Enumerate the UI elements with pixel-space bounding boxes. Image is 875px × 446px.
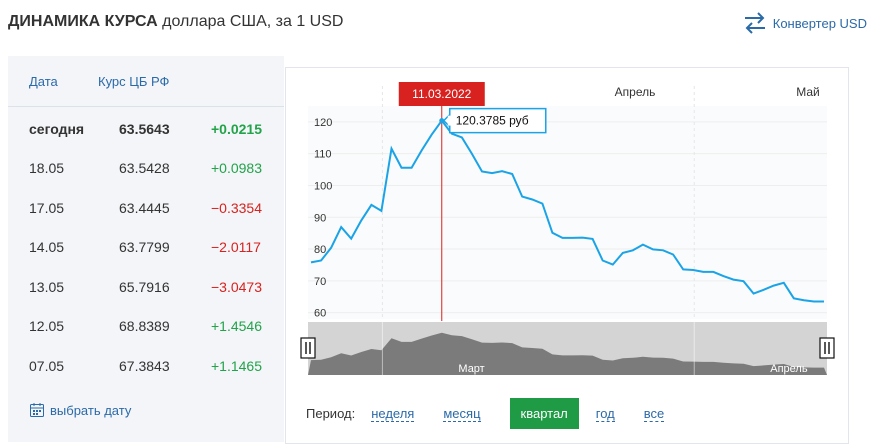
row-rate: 63.7799 [119,239,170,256]
navigator-month-label: Апрель [770,363,808,375]
y-tick-label: 70 [314,276,326,288]
row-change: +1.1465 [211,357,262,374]
row-rate: 63.5428 [119,160,170,177]
table-row: 13.05 65.7916 −3.0473 [8,267,284,307]
period-option-2[interactable]: квартал [509,398,579,429]
pick-date-link[interactable]: выбрать дату [29,402,131,418]
plot-area [308,106,827,319]
table-row: 17.05 63.4445 −0.3354 [8,188,284,228]
date-label-text: 11.03.2022 [412,87,471,101]
row-date: сегодня [29,120,85,137]
rate-chart: 60708090100110120тАпрельМайМартАпрельМай… [300,82,835,375]
pick-date-label: выбрать дату [50,402,132,418]
table-header: Дата Курс ЦБ РФ [8,56,284,107]
chart-panel: 60708090100110120тАпрельМайМартАпрельМай… [285,67,849,444]
period-option-0[interactable]: неделя [371,405,415,422]
calendar-icon [30,403,44,417]
row-change: +1.4546 [211,318,262,335]
row-change: −0.3354 [211,199,262,216]
row-date: 18.05 [29,160,65,177]
page-title: ДИНАМИКА КУРСА [8,13,158,30]
y-tick-label: 60 [314,308,326,320]
converter-label: Конвертер USD [772,15,867,31]
marker-point [439,118,445,124]
column-header-date: Дата [29,73,58,89]
converter-link[interactable]: Конвертер USD [743,12,867,34]
period-option-4[interactable]: все [643,405,665,422]
y-tick-label: 120 [314,117,332,129]
period-selector: Период: неделя месяц квартал год все [306,398,693,429]
row-rate: 67.3843 [119,357,170,374]
navigator-month-label: Март [458,363,484,375]
top-month-label: Май [796,85,820,99]
period-label: Период: [306,406,356,421]
table-row: 14.05 63.7799 −2.0117 [8,228,284,268]
tooltip-value: 120.3785 руб [456,114,529,128]
period-option-3[interactable]: год [595,405,615,422]
period-option-1[interactable]: месяц [443,405,481,422]
row-date: 13.05 [29,278,65,295]
row-date: 12.05 [29,318,65,335]
page-subtitle: доллара США, за 1 USD [162,13,344,30]
row-change: +0.0983 [211,160,262,177]
row-rate: 63.5643 [119,120,170,137]
row-date: 17.05 [29,199,65,216]
tooltip-box [449,107,547,134]
row-date: 07.05 [29,357,65,374]
top-month-label: Апрель [615,85,656,99]
table-row: 18.05 63.5428 +0.0983 [8,149,284,189]
swap-arrows-icon [744,12,765,34]
handle-box [300,337,316,359]
table-body: сегодня 63.5643 +0.0215 18.05 63.5428 +0.0983… [8,107,284,386]
handle-box [819,337,835,359]
y-tick-label: 90 [314,212,326,224]
y-tick-label: 80 [314,244,326,256]
date-label-box [398,82,485,106]
navigator-area [308,332,827,375]
row-rate: 63.4445 [119,199,170,216]
series-line [310,118,824,303]
navigator-handle-right[interactable] [819,337,835,359]
row-change: +0.0215 [211,120,262,137]
rates-table: Дата Курс ЦБ РФ сегодня 63.5643 +0.0215 18.… [8,56,284,442]
table-row: 07.05 67.3843 +1.1465 [8,346,284,386]
tooltip-joint [447,115,452,126]
row-change: −2.0117 [211,239,261,256]
row-date: 14.05 [29,239,65,256]
table-row: 12.05 68.8389 +1.4546 [8,307,284,347]
row-rate: 68.8389 [119,318,170,335]
page-header: ДИНАМИКА КУРСА доллара США, за 1 USD [8,13,343,31]
navigator-handle-left[interactable] [300,337,316,359]
row-rate: 65.7916 [119,278,170,295]
column-header-rate: Курс ЦБ РФ [98,73,170,89]
y-tick-label: 100 [314,180,332,192]
table-row: сегодня 63.5643 +0.0215 [8,109,284,149]
y-tick-label: 110 [314,149,332,161]
row-change: −3.0473 [211,278,262,295]
